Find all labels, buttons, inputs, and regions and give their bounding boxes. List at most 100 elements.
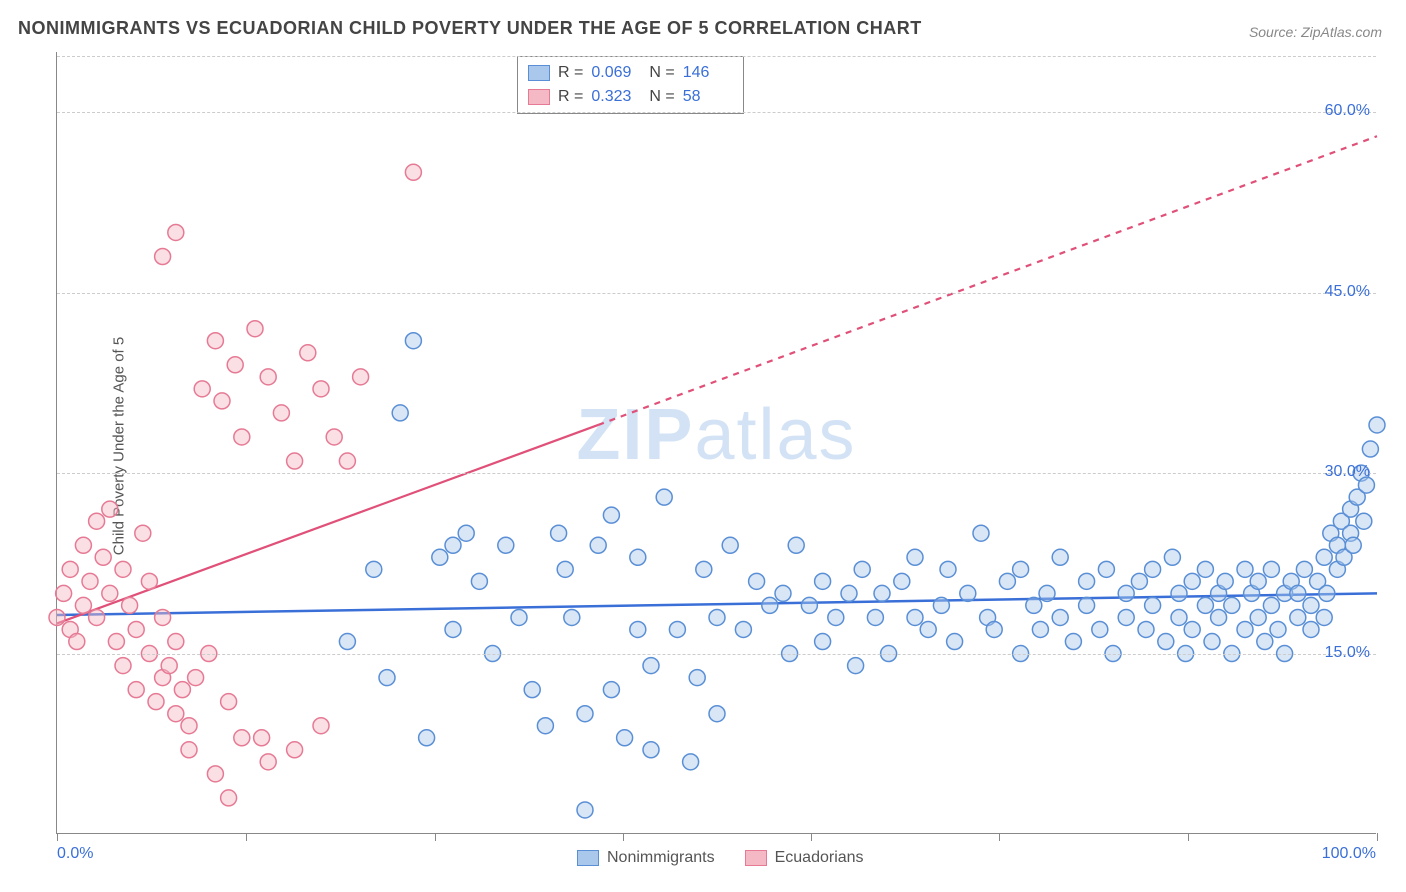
data-point [1039,585,1055,601]
data-point [128,621,144,637]
data-point [1290,585,1306,601]
data-point [1138,621,1154,637]
data-point [630,549,646,565]
x-axis-min-label: 0.0% [57,845,93,863]
data-point [1237,561,1253,577]
data-point [683,754,699,770]
y-tick-label: 30.0% [1325,463,1370,481]
data-point [1026,597,1042,613]
data-point [1362,441,1378,457]
x-tick [811,833,812,841]
data-point [1303,597,1319,613]
data-point [49,609,65,625]
data-point [254,730,270,746]
data-point [709,706,725,722]
data-point [933,597,949,613]
data-point [1257,634,1273,650]
data-point [1217,573,1233,589]
data-point [762,597,778,613]
data-point [56,585,72,601]
data-point [75,597,91,613]
data-point [973,525,989,541]
plot-area: ZIPatlas R =0.069N =146R =0.323N =58 Non… [56,52,1376,834]
data-point [848,658,864,674]
data-point [643,658,659,674]
trend-line-dashed [598,136,1377,425]
data-point [722,537,738,553]
data-point [221,694,237,710]
data-point [1171,609,1187,625]
data-point [1184,573,1200,589]
data-point [643,742,659,758]
data-point [815,634,831,650]
x-tick [246,833,247,841]
data-point [1369,417,1385,433]
data-point [775,585,791,601]
x-tick [1377,833,1378,841]
data-point [135,525,151,541]
gridline [57,56,1376,57]
data-point [1118,609,1134,625]
data-point [1270,621,1286,637]
data-point [1171,585,1187,601]
data-point [207,333,223,349]
data-point [511,609,527,625]
data-point [207,766,223,782]
data-point [155,249,171,265]
data-point [102,501,118,517]
data-point [234,730,250,746]
trend-line [57,425,598,624]
data-point [313,381,329,397]
data-point [960,585,976,601]
data-point [1250,609,1266,625]
data-point [115,658,131,674]
data-point [907,549,923,565]
data-point [300,345,316,361]
plot-svg [57,52,1377,834]
data-point [128,682,144,698]
data-point [221,790,237,806]
data-point [709,609,725,625]
data-point [1118,585,1134,601]
data-point [1098,561,1114,577]
data-point [894,573,910,589]
data-point [339,634,355,650]
data-point [788,537,804,553]
data-point [62,561,78,577]
data-point [1013,561,1029,577]
data-point [669,621,685,637]
data-point [603,507,619,523]
data-point [214,393,230,409]
stats-row: R =0.069N =146 [528,61,733,85]
data-point [1316,549,1332,565]
data-point [108,634,124,650]
data-point [366,561,382,577]
data-point [471,573,487,589]
data-point [524,682,540,698]
data-point [999,573,1015,589]
data-point [696,561,712,577]
data-point [1345,537,1361,553]
data-point [1131,573,1147,589]
data-point [577,802,593,818]
data-point [168,706,184,722]
gridline [57,112,1376,113]
data-point [1145,561,1161,577]
pink-swatch-icon [745,850,767,866]
source-attribution: Source: ZipAtlas.com [1249,24,1382,40]
data-point [392,405,408,421]
correlation-chart: NONIMMIGRANTS VS ECUADORIAN CHILD POVERT… [0,0,1406,892]
data-point [458,525,474,541]
data-point [181,742,197,758]
data-point [326,429,342,445]
data-point [590,537,606,553]
legend-label: Nonimmigrants [607,849,715,867]
data-point [1319,585,1335,601]
data-point [287,742,303,758]
data-point [557,561,573,577]
data-point [234,429,250,445]
x-tick [999,833,1000,841]
data-point [551,525,567,541]
data-point [1263,561,1279,577]
data-point [161,658,177,674]
